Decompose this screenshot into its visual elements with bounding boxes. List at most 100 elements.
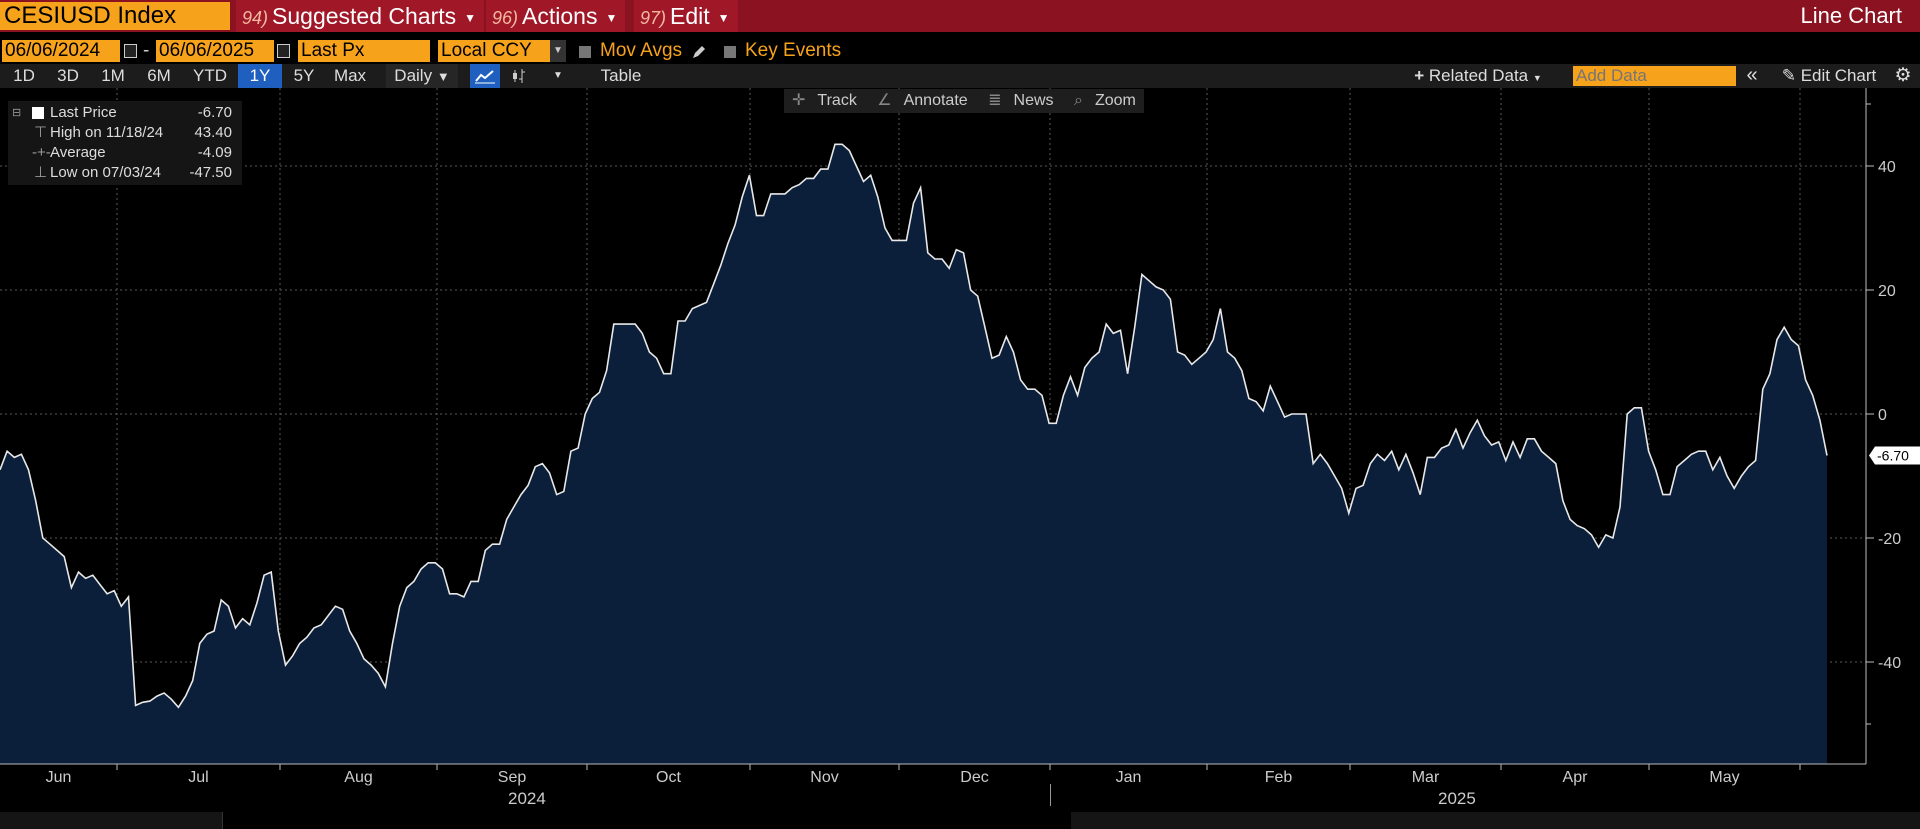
legend-value: -4.09 [197, 144, 232, 161]
table-button[interactable]: Table [600, 66, 642, 85]
frequency-dropdown[interactable]: Daily ▼ [386, 64, 458, 88]
track-tool[interactable]: Track [817, 92, 857, 109]
edit-chart-label: Edit Chart [1800, 66, 1877, 85]
zoom-tool[interactable]: Zoom [1094, 92, 1136, 109]
chevron-down-icon[interactable]: ▼ [550, 40, 566, 62]
chevron-down-icon: ▼ [436, 69, 450, 84]
scrollbar-track[interactable] [222, 812, 1071, 829]
last-value-tag: -6.70 [1869, 446, 1920, 465]
annotate-tool[interactable]: Annotate [903, 92, 968, 109]
suggested-charts-menu[interactable]: 94) Suggested Charts ▼ [236, 0, 485, 32]
chevron-down-icon: ▼ [717, 10, 730, 25]
chart-type-label: Line Chart [1800, 3, 1902, 28]
related-data-button[interactable]: + Related Data ▼ [1404, 64, 1552, 88]
line-chart-icon[interactable] [470, 64, 500, 88]
edit-menu[interactable]: 97) Edit ▼ [634, 0, 738, 32]
x-tick-label: Jan [1116, 769, 1142, 786]
currency-selector[interactable]: Local CCY [438, 40, 550, 62]
field-selector[interactable]: Last Px [298, 40, 430, 62]
menu-number: 96) [492, 8, 519, 28]
candlestick-icon[interactable] [505, 64, 533, 88]
range-button-1m[interactable]: 1M [101, 66, 125, 85]
legend-label: Last Price [50, 104, 117, 121]
collapse-icon[interactable]: « [1746, 64, 1758, 86]
chevron-down-icon: ▼ [1532, 73, 1542, 83]
mov-avgs-label: Mov Avgs [600, 40, 683, 61]
range-toolbar: 1D 3D 1M 6M YTD 1Y 5Y Max Daily ▼ ▼ Table + Rel… [0, 64, 1920, 88]
add-data-input[interactable] [1573, 66, 1736, 86]
series-line[interactable] [0, 143, 1828, 709]
legend-label: Low on 07/03/24 [50, 164, 161, 181]
series-swatch [32, 107, 44, 119]
collapse-icon[interactable]: ⊟ [12, 107, 22, 119]
mov-avgs-checkbox[interactable] [579, 46, 591, 58]
edit-chart-button[interactable]: ✎ Edit Chart [1770, 64, 1888, 88]
plus-icon: + [1414, 66, 1425, 85]
y-tick-label: 40 [1878, 159, 1896, 176]
y-axis-ticks: 40 20 0 -20 -40 [1866, 103, 1901, 725]
title-bar: CESIUSD Index 94) Suggested Charts ▼ 96) Ac… [0, 0, 1920, 32]
legend-label: High on 11/18/24 [50, 124, 164, 141]
bottom-strip [0, 812, 1920, 829]
legend-row-last-price[interactable]: ⊟ Last Price -6.70 [12, 103, 238, 123]
calendar-icon[interactable] [277, 44, 290, 58]
actions-menu[interactable]: 96) Actions ▼ [486, 0, 626, 32]
x-tick-label: May [1709, 769, 1739, 786]
x-tick-label: Aug [344, 769, 372, 786]
key-events-label: Key Events [745, 40, 842, 61]
legend-label: Average [50, 144, 106, 161]
average-marker-icon: -+- [32, 144, 51, 161]
range-button-1d[interactable]: 1D [13, 66, 35, 85]
range-button-1y[interactable]: 1Y [238, 64, 282, 88]
x-tick-label: Mar [1412, 769, 1440, 786]
legend-value: 43.40 [194, 124, 232, 141]
x-tick-label: Apr [1563, 769, 1589, 786]
menu-number: 94) [242, 8, 269, 28]
range-button-5y[interactable]: 5Y [293, 66, 315, 85]
y-tick-label: 0 [1878, 407, 1887, 424]
date-separator: - [143, 40, 150, 61]
legend-row-average[interactable]: -+- Average -4.09 [12, 143, 238, 163]
low-marker-icon: ⊥ [34, 164, 48, 181]
chevron-down-icon: ▼ [464, 10, 477, 25]
key-events-checkbox[interactable] [724, 46, 736, 58]
y-tick-label: -40 [1878, 655, 1901, 672]
menu-label: Edit [670, 3, 710, 29]
range-button-max[interactable]: Max [333, 66, 367, 85]
chevron-down-icon: ▼ [605, 10, 618, 25]
news-tool[interactable]: News [1013, 92, 1054, 109]
chevron-down-icon[interactable]: ▼ [553, 70, 563, 81]
x-axis-ticks: Jun Jul Aug Sep Oct Nov Dec Jan Feb Mar Apr May [46, 764, 1801, 786]
legend-row-high[interactable]: ⊤ High on 11/18/24 43.40 [12, 123, 238, 143]
x-tick-label: Jun [46, 769, 72, 786]
x-tick-label: Jul [188, 769, 208, 786]
calendar-icon[interactable] [124, 44, 137, 58]
related-data-label: Related Data [1428, 66, 1529, 85]
pencil-icon: ✎ [1781, 66, 1796, 85]
gear-icon[interactable]: ⚙ [1894, 65, 1912, 86]
legend: ⊟ Last Price -6.70 ⊤ High on 11/18/24 43… [8, 101, 242, 185]
year-label-2024: 2024 [508, 789, 546, 808]
line-chart[interactable]: 40 20 0 -20 -40 Jun Jul Aug Sep Oct Nov Dec Jan Feb M… [0, 88, 1920, 812]
chart-tools: ✛ Track ∠ Annotate ≣ News ⌕ Zoom [784, 89, 1144, 113]
range-button-6m[interactable]: 6M [147, 66, 171, 85]
range-button-3d[interactable]: 3D [57, 66, 79, 85]
legend-value: -6.70 [197, 104, 232, 121]
last-value-tag-shape [1869, 446, 1920, 465]
y-tick-label: -20 [1878, 531, 1901, 548]
x-tick-label: Nov [810, 769, 838, 786]
pencil-icon[interactable] [691, 44, 707, 60]
end-date-field[interactable]: 06/06/2025 [156, 40, 274, 62]
x-tick-label: Feb [1265, 769, 1293, 786]
start-date-field[interactable]: 06/06/2024 [2, 40, 120, 62]
y-tick-label: 20 [1878, 283, 1896, 300]
menu-label: Suggested Charts [272, 3, 457, 29]
legend-row-low[interactable]: ⊥ Low on 07/03/24 -47.50 [12, 163, 238, 183]
crosshair-icon: ✛ [792, 92, 806, 109]
x-tick-label: Dec [960, 769, 988, 786]
annotate-icon: ∠ [877, 92, 892, 109]
ticker-field[interactable]: CESIUSD Index [0, 2, 230, 30]
options-bar: 06/06/2024 - 06/06/2025 Last Px Local CC… [0, 38, 1920, 64]
menu-number: 97) [640, 8, 667, 28]
range-button-ytd[interactable]: YTD [193, 66, 227, 85]
